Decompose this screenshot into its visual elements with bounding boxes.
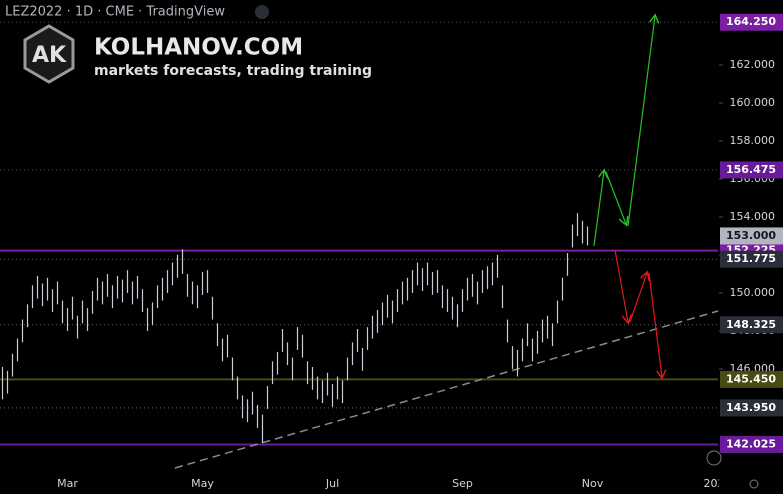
chart-title: KOLHANOV.COM xyxy=(94,35,303,61)
symbol-header: LEZ2022 · 1D · CME · TradingView xyxy=(5,5,225,20)
level-label-box xyxy=(720,370,783,388)
y-tick-label: 162.000 xyxy=(730,58,776,71)
level-label-box xyxy=(720,250,783,268)
arrow xyxy=(629,273,647,323)
forecast-arrows xyxy=(593,16,662,377)
level-label-box xyxy=(720,399,783,417)
logo xyxy=(23,24,75,84)
level-label: 145.450 xyxy=(726,372,776,385)
header-button[interactable] xyxy=(255,5,269,19)
x-tick-label: Nov xyxy=(582,477,604,490)
y-tick-label: 154.000 xyxy=(730,210,776,223)
x-tick-label: May xyxy=(191,477,214,490)
y-tick-label: 150.000 xyxy=(730,286,776,299)
level-label: 156.475 xyxy=(726,163,776,176)
arrow xyxy=(593,171,604,247)
last-price-box xyxy=(720,227,783,245)
last-price-label: 153.000 xyxy=(726,229,776,242)
logo-text: AK xyxy=(32,43,67,68)
level-label-box xyxy=(720,316,783,334)
arrow xyxy=(605,171,626,224)
level-label: 142.025 xyxy=(726,437,776,450)
timezone-button[interactable] xyxy=(706,450,722,466)
x-tick-label: Sep xyxy=(452,477,473,490)
chart-subtitle: markets forecasts, trading training xyxy=(94,63,372,79)
bars xyxy=(1,213,589,444)
x-tick-label: Jul xyxy=(325,477,339,490)
level-label-box xyxy=(720,435,783,453)
x-tick-label: Mar xyxy=(57,477,78,490)
trendline xyxy=(174,310,719,469)
level-label-box xyxy=(720,13,783,31)
level-label: 143.950 xyxy=(726,401,776,414)
level-label: 151.775 xyxy=(726,252,776,265)
arrow xyxy=(648,272,662,377)
levels xyxy=(0,21,718,446)
y-axis: 162.000160.000158.000156.000154.000152.0… xyxy=(719,13,783,453)
y-tick-label: 160.000 xyxy=(730,96,776,109)
theme-button[interactable] xyxy=(749,479,759,489)
arrow xyxy=(614,249,628,322)
y-tick-label: 158.000 xyxy=(730,134,776,147)
level-label: 164.250 xyxy=(726,15,776,28)
level-label-box xyxy=(720,161,783,179)
level-label: 148.325 xyxy=(726,318,776,331)
arrow xyxy=(627,16,655,227)
